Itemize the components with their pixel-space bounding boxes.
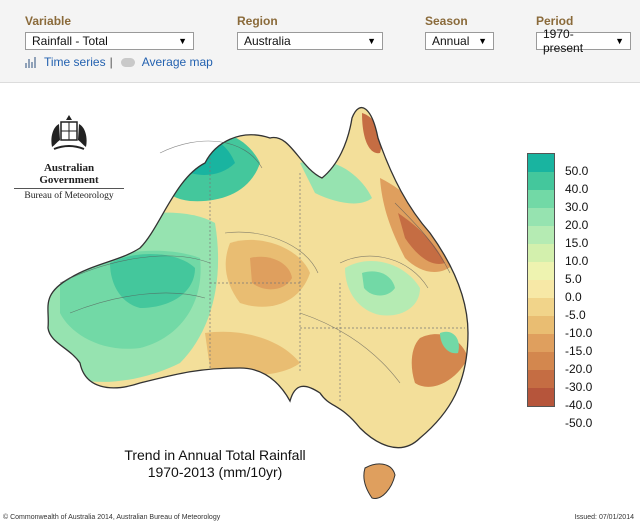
average-map-link[interactable]: Average map (141, 55, 213, 69)
legend-swatch (528, 244, 554, 262)
legend-swatch (528, 226, 554, 244)
legend-swatch (528, 334, 554, 352)
period-select[interactable]: 1970-present ▼ (536, 27, 631, 55)
dropdown-arrow-icon: ▼ (367, 36, 376, 46)
state-borders (209, 158, 465, 403)
legend-label: -40.0 (565, 398, 593, 412)
variable-select[interactable]: Rainfall - Total ▼ (25, 32, 194, 50)
link-separator: | (109, 55, 113, 69)
region-label: Region (237, 14, 278, 28)
legend-swatch (528, 262, 554, 280)
toolbar: Variable Rainfall - Total ▼ Region Austr… (0, 0, 640, 83)
legend-label: 10.0 (565, 254, 589, 268)
copyright-text: © Commonwealth of Australia 2014, Austra… (3, 514, 221, 521)
dropdown-arrow-icon: ▼ (478, 36, 487, 46)
period-control: Period 1970-present ▼ (536, 14, 631, 55)
bureau-name: Bureau of Meteorology (14, 188, 124, 201)
season-control: Season Annual ▼ (425, 14, 494, 50)
legend-label: -30.0 (565, 380, 593, 394)
coat-of-arms-icon (51, 115, 87, 150)
legend-label: -20.0 (565, 362, 593, 376)
season-value: Annual (432, 34, 470, 48)
time-series-icon (25, 56, 38, 68)
legend-swatch (528, 370, 554, 388)
legend-label: 20.0 (565, 218, 589, 232)
legend-swatch (528, 298, 554, 316)
region-select[interactable]: Australia ▼ (237, 32, 383, 50)
legend-label: 0.0 (565, 290, 582, 304)
legend-swatch (528, 190, 554, 208)
australia-coastline (47, 106, 469, 449)
map-title-line2: 1970-2013 (mm/10yr) (147, 464, 283, 480)
legend-label: 15.0 (565, 236, 589, 250)
variable-label: Variable (25, 14, 72, 28)
map-title: Trend in Annual Total Rainfall 1970-2013… (90, 447, 340, 481)
legend-swatch (528, 388, 554, 406)
contour-lines (59, 140, 451, 384)
legend-swatch (528, 154, 554, 172)
legend-label: 50.0 (565, 164, 589, 178)
legend-label: -10.0 (565, 326, 593, 340)
government-name: Australian Government (39, 162, 99, 186)
variable-control: Variable Rainfall - Total ▼ (25, 14, 194, 50)
tasmania (363, 463, 396, 499)
map-title-line1: Trend in Annual Total Rainfall (124, 447, 306, 463)
legend-label: 5.0 (565, 272, 582, 286)
legend-swatch (528, 172, 554, 190)
dropdown-arrow-icon: ▼ (178, 36, 187, 46)
dropdown-arrow-icon: ▼ (615, 36, 624, 46)
time-series-link[interactable]: Time series (44, 55, 106, 69)
map-panel: Australian Government Bureau of Meteorol… (0, 83, 640, 525)
region-control: Region Australia ▼ (237, 14, 383, 50)
legend-swatch (528, 280, 554, 298)
average-map-icon (120, 57, 135, 67)
variable-value: Rainfall - Total (32, 34, 108, 48)
legend-swatch (528, 352, 554, 370)
legend-label: -50.0 (565, 416, 593, 430)
region-value: Australia (244, 34, 291, 48)
view-links: Time series | Average map (25, 55, 213, 69)
legend-label: -5.0 (565, 308, 586, 322)
period-value: 1970-present (543, 27, 584, 55)
legend-swatch (528, 208, 554, 226)
legend-label: 30.0 (565, 200, 589, 214)
season-label: Season (425, 14, 468, 28)
legend-color-bar (527, 153, 555, 407)
legend-swatch (528, 316, 554, 334)
legend-label: 40.0 (565, 182, 589, 196)
season-select[interactable]: Annual ▼ (425, 32, 494, 50)
legend-label: -15.0 (565, 344, 593, 358)
issued-date: Issued: 07/01/2014 (574, 514, 634, 521)
rainfall-trend-map (47, 106, 469, 499)
period-label: Period (536, 14, 574, 28)
bom-logo: Australian Government Bureau of Meteorol… (14, 113, 124, 201)
